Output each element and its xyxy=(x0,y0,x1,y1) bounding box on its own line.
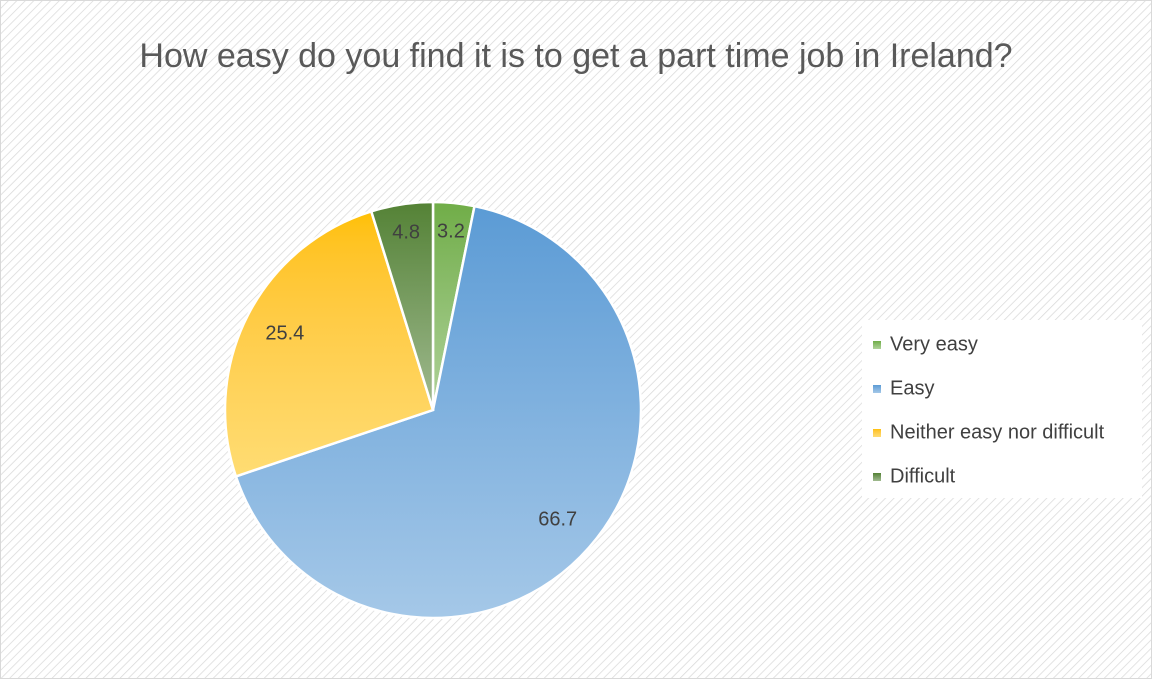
pie-slice xyxy=(234,204,643,620)
legend-marker xyxy=(873,473,881,481)
legend-label: Neither easy nor difficult xyxy=(890,421,1105,443)
legend-marker xyxy=(873,429,881,437)
data-label: 25.4 xyxy=(265,323,304,345)
legend-label: Difficult xyxy=(890,465,956,487)
data-label: 66.7 xyxy=(538,508,577,530)
legend-marker xyxy=(873,385,881,393)
legend-label: Easy xyxy=(890,377,934,399)
pie-slice xyxy=(223,209,435,478)
pie-slice xyxy=(369,200,435,411)
legend-label: Very easy xyxy=(890,333,978,355)
data-label: 4.8 xyxy=(392,221,420,243)
data-label: 3.2 xyxy=(437,220,465,242)
legend-box xyxy=(862,320,1142,498)
chart-title: How easy do you find it is to get a part… xyxy=(139,37,1013,75)
legend-marker xyxy=(873,341,881,349)
